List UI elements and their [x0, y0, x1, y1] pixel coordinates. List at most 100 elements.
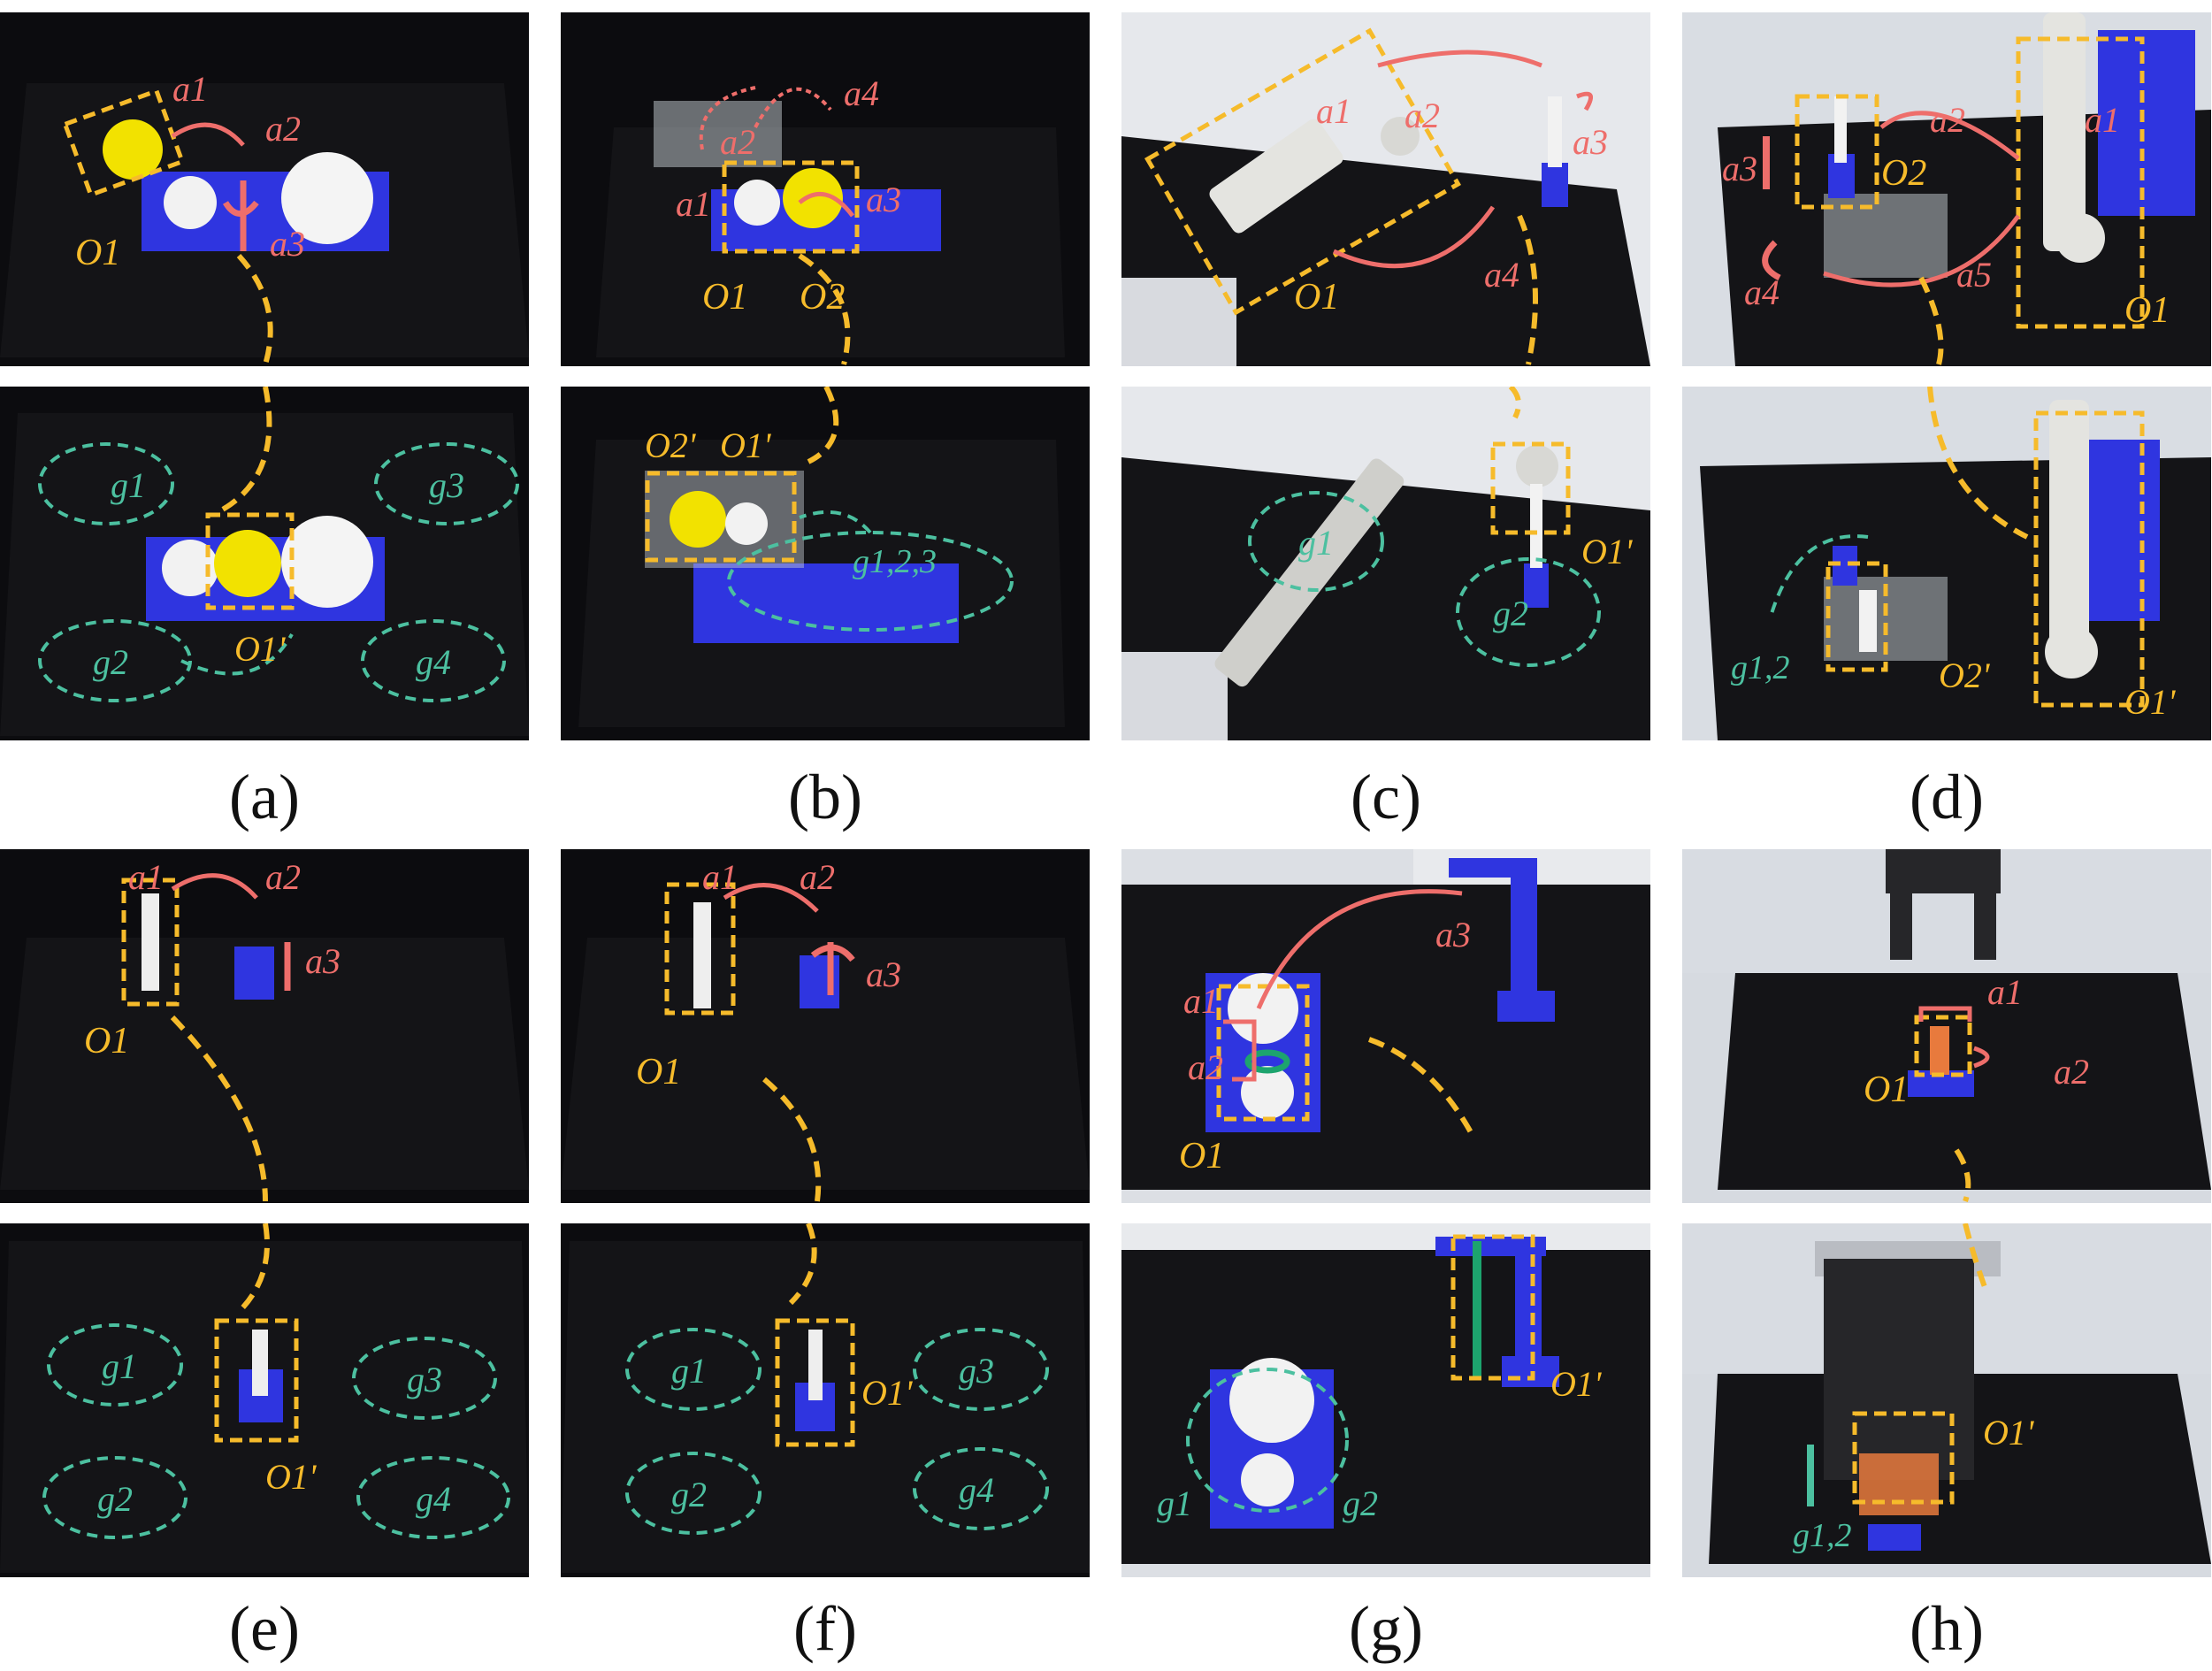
- object-label: O1: [84, 1021, 129, 1062]
- goal-label: g2: [1493, 594, 1528, 633]
- action-arrow: [171, 122, 245, 147]
- object-label: O1: [1864, 1069, 1909, 1110]
- action-label: a2: [1930, 100, 1965, 140]
- action-label: a1: [1183, 981, 1219, 1021]
- object-label: O1': [2124, 682, 2177, 722]
- hook-tip: [2055, 213, 2105, 263]
- hammer-handle: [1209, 119, 1343, 234]
- goal-region: [727, 531, 1014, 632]
- rotate-arrow: [1762, 240, 1781, 281]
- action-arrow: [1377, 50, 1542, 68]
- goal-label: g1,2: [1731, 649, 1790, 686]
- panel-d-bottom-scene: g1,2 O2' O1': [1700, 387, 2211, 740]
- action-label: a1: [702, 857, 738, 897]
- object-label: O2': [645, 425, 697, 465]
- action-label: a4: [1744, 272, 1780, 312]
- action-arrow: [1332, 205, 1496, 269]
- white-peg: [1530, 484, 1542, 568]
- action-label: a2: [800, 857, 835, 897]
- goal-label: g3: [429, 465, 464, 505]
- object-label: O2: [800, 277, 845, 318]
- action-label: a2: [265, 857, 301, 897]
- panel-h-bottom-photo: g1,2 O1': [1682, 1223, 2211, 1577]
- goal-label: g1: [1157, 1483, 1192, 1523]
- white-gear-large: [281, 152, 373, 244]
- panel-g-top-photo: a3 a1 a2 O1: [1121, 849, 1650, 1203]
- blue-peg-holder: [234, 947, 274, 1000]
- action-label: a1: [128, 857, 164, 897]
- action-label: a3: [866, 180, 901, 219]
- rotate-arrow: [810, 944, 855, 962]
- white-peg: [142, 893, 159, 991]
- panel-e-bottom-photo: g1 g2 g3 g4 O1': [0, 1223, 529, 1577]
- object-box: [775, 1318, 855, 1447]
- goal-label: g4: [416, 1479, 451, 1519]
- action-arrow: [723, 883, 819, 913]
- action-label: a1: [676, 184, 711, 224]
- goal-region: [1456, 557, 1601, 667]
- action-arrow: [798, 192, 854, 218]
- panel-e-top-scene: a1 a2 a3 O1: [0, 857, 529, 1202]
- white-peg: [808, 1330, 823, 1400]
- goal-region: [38, 619, 192, 702]
- hook-tip: [2045, 625, 2098, 678]
- action-label: a3: [305, 941, 341, 981]
- object-box: [2016, 36, 2145, 329]
- transition-arrow: [236, 253, 273, 365]
- blue-peg-holder: [1524, 563, 1549, 608]
- action-label: a3: [270, 224, 305, 264]
- white-hook-tool: [2043, 12, 2086, 251]
- panel-h-top-photo: a1 a2 O1: [1682, 849, 2211, 1203]
- object-box: [121, 878, 180, 1007]
- action-label: a3: [1722, 149, 1757, 188]
- action-arrow: [1823, 214, 2021, 287]
- panel-a-top-scene: a1 a2 a3 O1: [0, 69, 529, 365]
- white-gear-small: [725, 502, 768, 545]
- object-label: O1': [720, 425, 772, 465]
- goal-label: g1: [111, 465, 146, 505]
- panel-b-top-photo: a1 a2 a3 a4 O1 O2: [561, 12, 1090, 366]
- transition-arrow: [788, 1223, 817, 1306]
- object-box: [1914, 1015, 1972, 1077]
- blue-base-plate: [1868, 1524, 1921, 1551]
- panel-e-bottom-scene: g1 g2 g3 g4 O1': [0, 1223, 529, 1573]
- object-label: O1: [702, 277, 747, 318]
- object-box: [1825, 561, 1888, 672]
- hammer-head: [1381, 117, 1420, 156]
- green-belt: [1473, 1241, 1481, 1378]
- action-label: a3: [866, 954, 901, 994]
- goal-label: g2: [671, 1475, 707, 1514]
- yellow-gear: [670, 491, 726, 548]
- object-box: [214, 1318, 299, 1443]
- goal-arrow: [799, 510, 872, 534]
- object-box: [1216, 984, 1310, 1122]
- panel-c-bottom-photo: O1' g1 g2: [1121, 387, 1650, 740]
- object-box: [722, 160, 860, 254]
- action-arrow: [1879, 111, 2020, 160]
- caption-b: (b): [788, 762, 862, 832]
- object-box: [62, 88, 186, 198]
- transition-arrow: [236, 1223, 270, 1315]
- action-label: a2: [720, 122, 755, 162]
- white-gear-small: [734, 180, 780, 226]
- goal-label: g2: [97, 1479, 133, 1519]
- orange-nut: [1859, 1453, 1939, 1515]
- panel-d-top-photo: a1 a2 a3 a4 a5 O1 O2: [1682, 12, 2211, 366]
- transition-arrow: [1367, 1037, 1473, 1134]
- object-box: [1450, 1234, 1535, 1381]
- action-label: a3: [1435, 915, 1471, 954]
- goal-region: [38, 442, 174, 525]
- gripper-finger: [1890, 885, 1912, 960]
- goal-label: g1: [102, 1346, 137, 1386]
- rotate-arrow: [1973, 1046, 1990, 1069]
- transition-arrow: [807, 387, 839, 464]
- blue-peg-holder: [1542, 163, 1568, 207]
- panel-g-top-scene: a3 a1 a2 O1: [1121, 849, 1650, 1190]
- action-label: a4: [844, 73, 879, 113]
- action-label: a1: [1316, 91, 1351, 131]
- white-gear-small: [1241, 1066, 1294, 1119]
- action-arrow: [754, 87, 832, 128]
- goal-region: [1248, 491, 1384, 592]
- action-label: a2: [265, 109, 301, 149]
- caption-f: (f): [793, 1593, 857, 1664]
